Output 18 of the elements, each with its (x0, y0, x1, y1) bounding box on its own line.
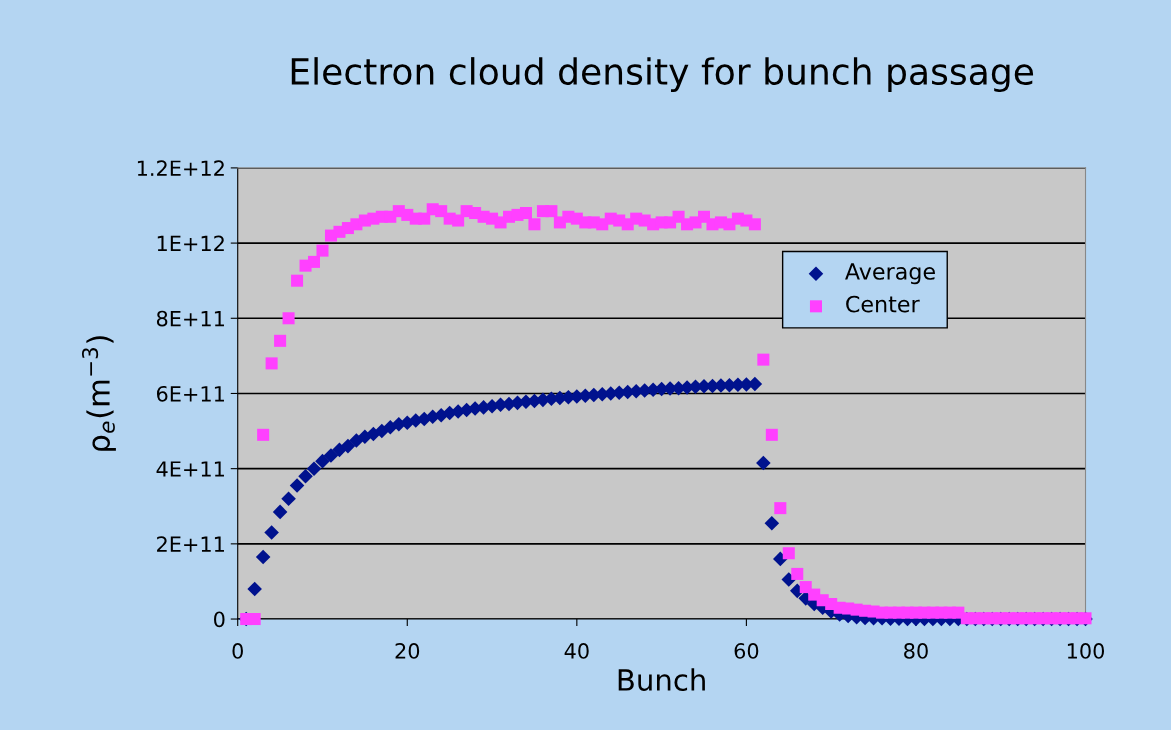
x-tick-label: 100 (1067, 643, 1105, 659)
x-tick-label: 0 (232, 643, 243, 659)
x-tick-label: 80 (904, 643, 928, 659)
y-tick-label: 6E+11 (156, 385, 224, 402)
x-axis-title: Bunch (618, 668, 705, 691)
x-tick-label: 60 (734, 643, 759, 659)
chart-title: Electron cloud density for bunch passage (291, 57, 1034, 93)
y-tick-label: 1.2E+12 (137, 160, 224, 176)
y-axis-title: ρ$_{e}$(m$^{−3}$) (81, 336, 116, 451)
y-tick-label: 0 (214, 611, 225, 628)
y-tick-label: 2E+11 (157, 536, 224, 552)
legend-label: Average (845, 263, 935, 285)
y-tick-label: 4E+11 (156, 461, 224, 477)
x-tick-label: 40 (564, 643, 589, 659)
y-tick-label: 1E+12 (157, 235, 224, 252)
x-tick-label: 20 (395, 643, 420, 659)
legend-label: Center (846, 295, 920, 313)
y-tick-label: 8E+11 (156, 310, 224, 327)
